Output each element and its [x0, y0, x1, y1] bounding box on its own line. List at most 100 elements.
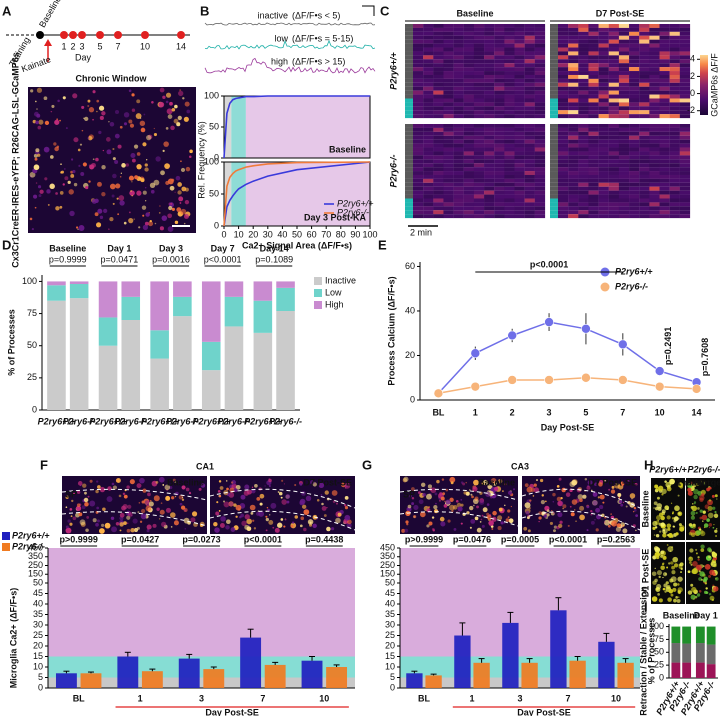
heat-cell	[588, 135, 599, 140]
cell-blob	[179, 89, 182, 92]
legend-swatch	[314, 289, 322, 297]
heat-cell	[568, 55, 579, 60]
cell-blob	[406, 523, 409, 526]
cell-blob	[105, 137, 111, 142]
cell-blob	[326, 506, 328, 509]
heat-cell	[413, 131, 424, 136]
heat-cell	[433, 124, 444, 128]
heat-cell	[443, 178, 454, 183]
x-tick-label: 80	[336, 229, 346, 239]
heat-cell	[534, 55, 546, 60]
heat-cell	[669, 90, 680, 95]
heat-cell	[659, 35, 670, 40]
heat-cell	[618, 43, 630, 48]
heat-cell	[568, 39, 579, 44]
y-tick-label: 50	[385, 577, 395, 587]
cell-blob	[134, 175, 139, 180]
cell-blob	[666, 523, 672, 529]
cell-blob	[701, 514, 708, 521]
cell-blob	[77, 228, 79, 230]
heat-cell	[568, 31, 579, 36]
cell-blob	[84, 501, 89, 507]
heat-cell	[473, 67, 485, 72]
heat-cell	[473, 94, 485, 99]
heat-cell	[669, 202, 680, 207]
strip	[550, 82, 558, 87]
heat-cell	[598, 186, 609, 191]
cell-blob	[662, 533, 667, 538]
heat-cell	[494, 55, 505, 60]
cell-blob	[215, 511, 220, 516]
heat-cell	[443, 90, 454, 95]
heat-cell	[484, 106, 495, 111]
heat-cell	[504, 78, 515, 83]
heat-cell	[413, 135, 424, 140]
heat-cell	[514, 35, 525, 40]
cell-blob	[299, 483, 303, 486]
cell-blob	[704, 582, 708, 585]
heat-cell	[484, 110, 495, 115]
cell-blob	[44, 177, 48, 181]
strip	[550, 43, 558, 48]
series-line	[223, 95, 370, 159]
cell-blob	[455, 499, 459, 503]
layer-outline	[209, 510, 356, 531]
cell-blob	[283, 525, 286, 528]
heat-cell	[618, 63, 630, 68]
heat-cell	[534, 151, 546, 156]
heat-cell	[453, 86, 464, 91]
heat-cell	[423, 106, 434, 111]
heat-cell	[433, 55, 444, 60]
heat-cell	[494, 127, 505, 132]
cell-blob	[687, 487, 692, 492]
heat-cell	[629, 90, 640, 95]
heat-cell	[629, 131, 640, 136]
heat-cell	[679, 159, 691, 164]
heat-cell	[504, 27, 515, 32]
heat-cell	[669, 55, 680, 60]
y-tick-label: 0	[38, 682, 43, 692]
cell-blob	[294, 515, 299, 519]
cell-blob	[99, 486, 106, 493]
strip	[550, 24, 558, 28]
heat-cell	[679, 43, 691, 48]
y-axis-label: % of Processes	[6, 309, 16, 376]
heat-cell	[568, 186, 579, 191]
heat-cell	[433, 174, 444, 179]
heat-cell	[524, 59, 535, 64]
cell-blob	[557, 500, 563, 507]
cell-blob	[165, 180, 170, 186]
heat-cell	[534, 90, 546, 95]
heat-cell	[558, 82, 569, 87]
cell-blob	[696, 482, 700, 487]
cell-blob	[65, 506, 68, 509]
heat-cell	[484, 31, 495, 36]
heat-cell	[524, 71, 535, 75]
cell-blob	[687, 490, 693, 496]
cell-blob	[538, 516, 542, 520]
strip	[550, 59, 558, 64]
heat-cell	[639, 167, 650, 172]
cell-blob	[163, 141, 169, 147]
heat-cell	[618, 71, 630, 75]
cell-blob	[669, 578, 674, 583]
cell-blob	[666, 544, 669, 546]
legend-swatch	[314, 277, 322, 285]
heat-cell	[568, 51, 579, 56]
cell-blob	[660, 522, 665, 527]
cell-blob	[225, 480, 228, 482]
heat-cell	[413, 143, 424, 148]
heat-cell	[679, 198, 691, 203]
cell-blob	[246, 518, 252, 525]
heat-cell	[618, 159, 630, 164]
heat-cell	[413, 24, 424, 28]
cell-blob	[655, 526, 657, 529]
cell-blob	[147, 528, 149, 530]
heat-cell	[649, 182, 660, 187]
heat-cell	[504, 210, 515, 215]
heat-cell	[598, 198, 609, 203]
cell-blob	[655, 533, 660, 538]
heat-cell	[608, 63, 620, 68]
cell-blob	[160, 502, 163, 504]
cell-blob	[513, 488, 516, 491]
